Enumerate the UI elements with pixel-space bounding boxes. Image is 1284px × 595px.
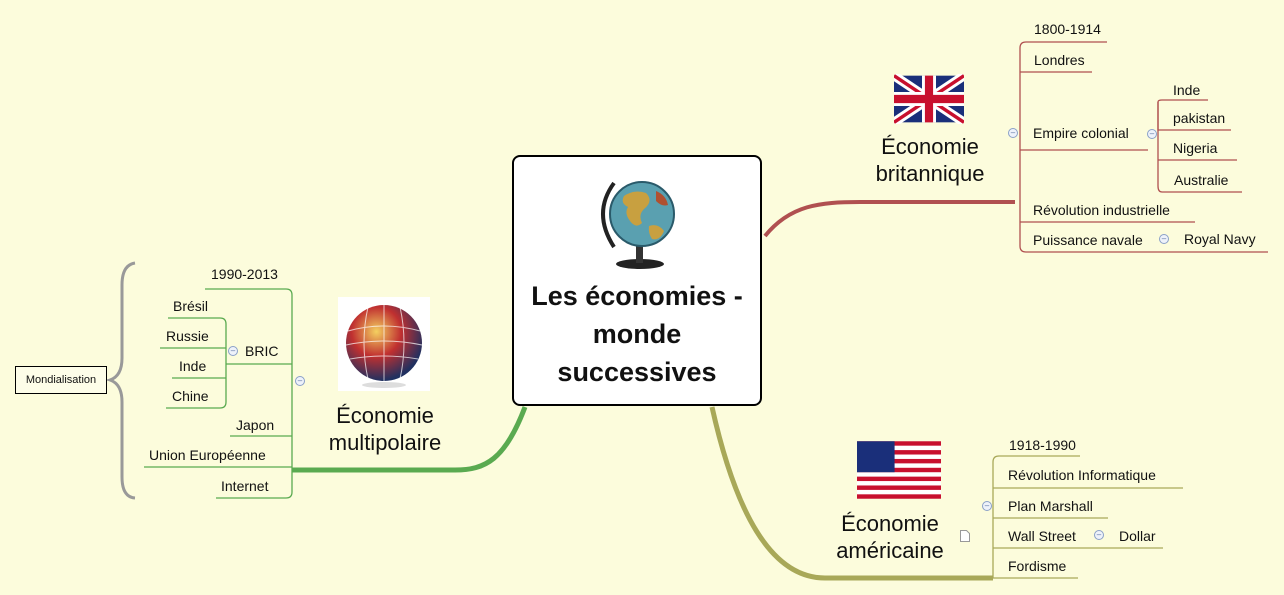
multi-internet[interactable]: Internet [221, 478, 269, 494]
bric-item-chine[interactable]: Chine [172, 388, 209, 404]
uk-capital[interactable]: Londres [1034, 52, 1085, 68]
collapse-navale-icon[interactable]: – [1159, 234, 1169, 244]
multi-period[interactable]: 1990-2013 [211, 266, 278, 282]
boundary-label[interactable]: Mondialisation [15, 366, 107, 394]
multi-ue[interactable]: Union Européenne [149, 447, 266, 463]
collapse-us-icon[interactable]: – [982, 501, 992, 511]
us-branch-title[interactable]: Économie américaine [836, 511, 944, 563]
collapse-bric-icon[interactable]: – [228, 346, 238, 356]
bric-item-bresil[interactable]: Brésil [173, 298, 209, 314]
uk-revolution[interactable]: Révolution industrielle [1033, 202, 1170, 218]
empire-item-nigeria[interactable]: Nigeria [1173, 140, 1218, 156]
multi-japon[interactable]: Japon [236, 417, 275, 433]
collapse-empire-icon[interactable]: – [1147, 129, 1157, 139]
central-title: Les économies - monde successives [531, 281, 743, 387]
note-icon[interactable] [960, 530, 970, 542]
multi-branch-title[interactable]: Économie multipolaire [328, 403, 442, 455]
collapse-uk-icon[interactable]: – [1008, 128, 1018, 138]
wallstreet-child[interactable]: Dollar [1119, 528, 1156, 544]
navale-child[interactable]: Royal Navy [1184, 231, 1256, 247]
empire-item-australie[interactable]: Australie [1174, 172, 1229, 188]
collapse-multi-icon[interactable]: – [295, 376, 305, 386]
empire-item-pakistan[interactable]: pakistan [1173, 110, 1226, 126]
central-topic[interactable]: Les économies - monde successives [512, 155, 762, 406]
us-period[interactable]: 1918-1990 [1009, 437, 1076, 453]
flag-globe-icon [338, 297, 430, 391]
uk-period[interactable]: 1800-1914 [1034, 21, 1101, 37]
bric-item-inde[interactable]: Inde [179, 358, 207, 374]
us-wallstreet[interactable]: Wall Street [1008, 528, 1076, 544]
uk-empire[interactable]: Empire colonial [1033, 125, 1129, 141]
us-flag-icon [857, 441, 941, 499]
us-item-marshall[interactable]: Plan Marshall [1008, 498, 1093, 514]
multi-bric[interactable]: BRIC [245, 343, 279, 359]
uk-navale[interactable]: Puissance navale [1033, 232, 1143, 248]
us-item-informatique[interactable]: Révolution Informatique [1008, 467, 1156, 483]
uk-flag-icon [894, 74, 964, 124]
uk-branch-title[interactable]: Économie britannique [875, 134, 985, 186]
us-fordisme[interactable]: Fordisme [1008, 558, 1067, 574]
collapse-wallstreet-icon[interactable]: – [1094, 530, 1104, 540]
empire-item-inde[interactable]: Inde [1173, 82, 1201, 98]
bric-item-russie[interactable]: Russie [166, 328, 209, 344]
globe-icon [601, 181, 675, 269]
